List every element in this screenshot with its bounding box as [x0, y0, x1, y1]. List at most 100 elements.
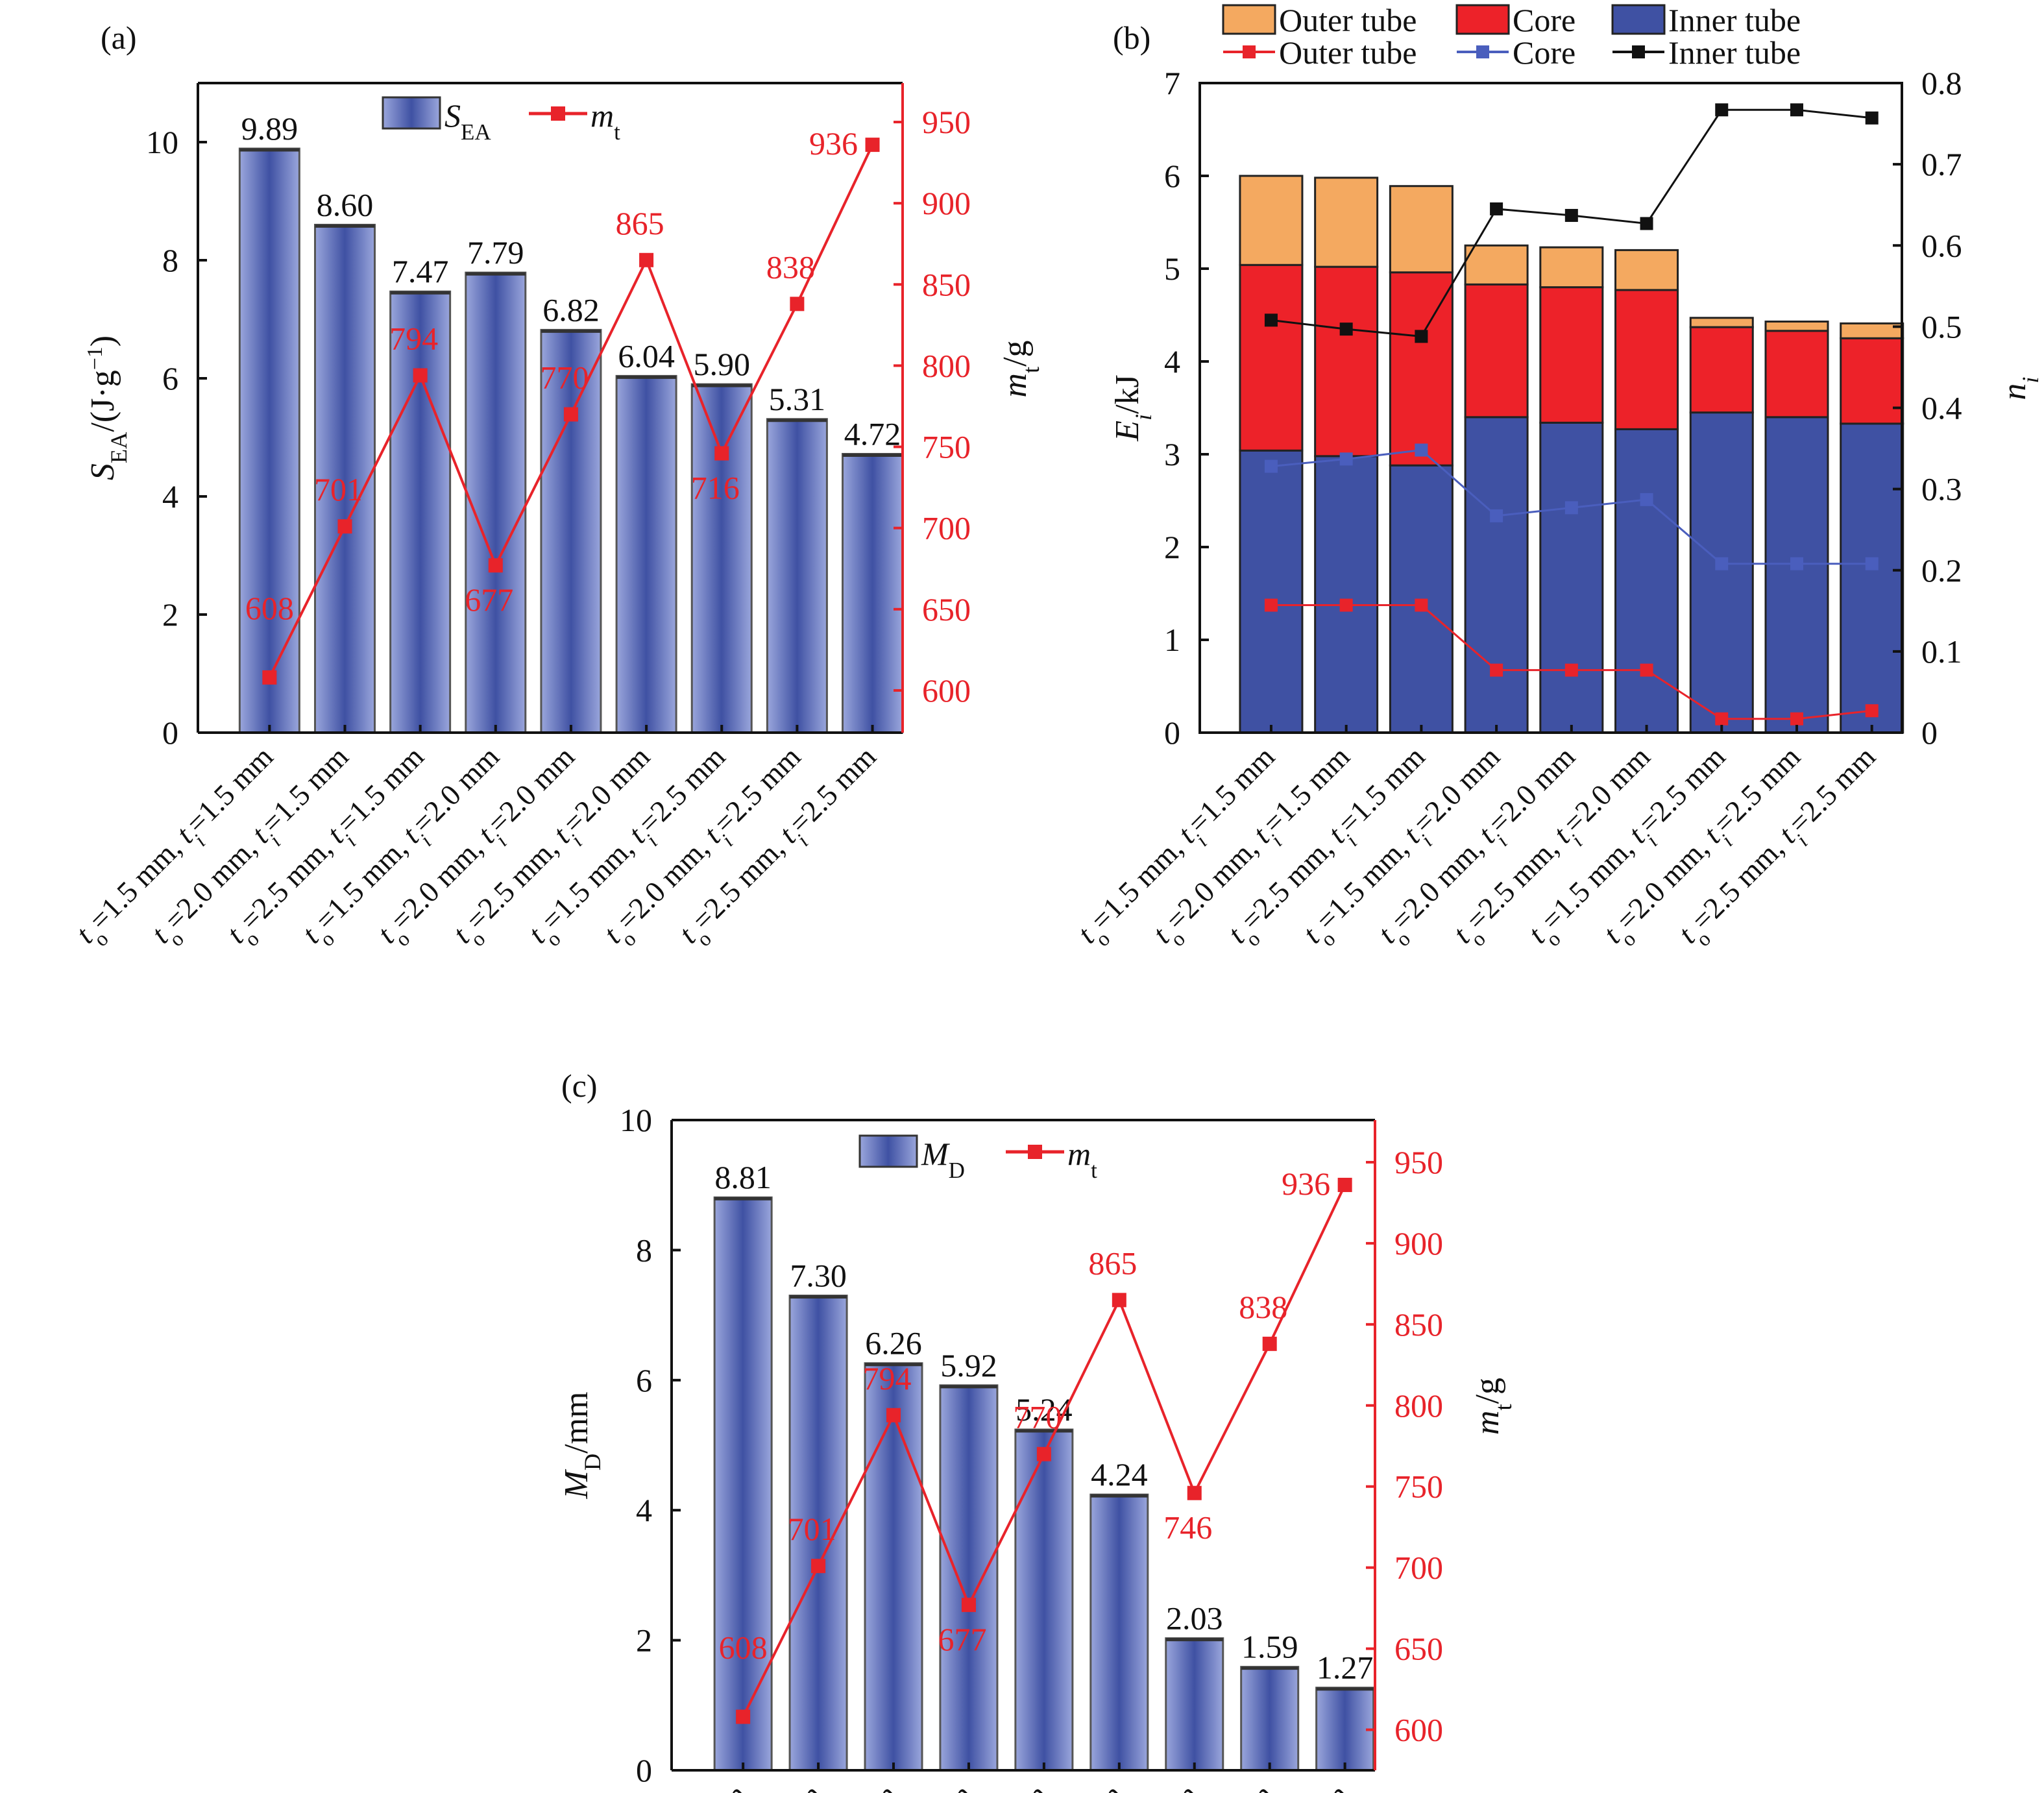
legend: MD mt [858, 1134, 1097, 1183]
legend-bar-sub: D [949, 1158, 965, 1183]
ratio-marker-outer-tube [1264, 598, 1278, 612]
stacked-bar-outer-tube [1689, 317, 1754, 328]
stacked-bar-inner-tube [1614, 428, 1679, 734]
legend-bar-label: SEA [444, 97, 491, 145]
y2-axis-label: mt/g [997, 340, 1044, 397]
panel-label: (b) [1113, 19, 1150, 56]
mass-marker [1187, 1485, 1202, 1500]
bar [690, 383, 753, 734]
ratio-marker-core [1790, 557, 1803, 570]
stacked-bar-inner-tube [1689, 411, 1754, 734]
chart-panel-2: (c) 8.81 7.30 6.26 5.92 5.24 4.24 2.03 1.59 1.27 6… [558, 1067, 1516, 1793]
legend-bar-label: Core [1513, 2, 1576, 38]
bar-value-label: 7.47 [392, 253, 449, 289]
bar-value-label: 4.72 [844, 415, 901, 452]
y2-tick-label: 0.7 [1921, 146, 1962, 182]
mass-value-label: 701 [314, 471, 363, 507]
mass-marker [961, 1598, 976, 1613]
y2-tick-label: 850 [1394, 1306, 1443, 1343]
ratio-marker-inner-tube [1715, 103, 1729, 117]
y2-tick-label: 900 [1394, 1225, 1443, 1262]
inner-thickness-value: =2.5 mm [1104, 1777, 1204, 1793]
y2-tick-label: 0.3 [1921, 471, 1962, 507]
y2-label-sub: i [2017, 376, 2043, 383]
ratio-marker-inner-tube [1790, 103, 1803, 117]
ratio-marker-outer-tube [1415, 598, 1428, 612]
ratio-marker-inner-tube [1490, 202, 1503, 215]
stacked-bar-core [1464, 283, 1529, 419]
inner-thickness-value: =1.5 mm [728, 1777, 828, 1793]
legend-bar-swatch [858, 1134, 918, 1168]
y2-label-sub: t [1490, 1404, 1516, 1410]
y-label-unit: /mm [558, 1392, 595, 1454]
mass-marker [337, 519, 352, 534]
bar [766, 418, 828, 734]
legend-bar-label: Inner tube [1668, 2, 1801, 38]
inner-thickness-value: =2.0 mm [1029, 1777, 1129, 1793]
y-tick-label: 5 [1164, 250, 1180, 287]
bar [238, 147, 300, 734]
mass-marker [1112, 1293, 1126, 1308]
ratio-marker-core [1865, 557, 1879, 570]
stacked-bar-core [1764, 330, 1829, 419]
ratio-marker-inner-tube [1640, 217, 1653, 230]
y2-tick-label: 600 [922, 672, 971, 709]
stacked-bar-inner-tube [1840, 422, 1904, 734]
y-label-sub: i [1130, 414, 1156, 421]
y-tick-label: 3 [1164, 436, 1180, 472]
stacked-bar-inner-tube [1464, 416, 1529, 734]
y-tick-label: 6 [1164, 158, 1180, 194]
y-label-sub: EA [106, 432, 132, 463]
bar-value-label: 6.82 [542, 291, 600, 328]
stacked-bar-core [1614, 289, 1679, 430]
y2-tick-label: 0.1 [1921, 633, 1962, 670]
y-tick-label: 1 [1164, 622, 1180, 658]
y-label-end: ) [84, 335, 121, 347]
mass-value-label: 865 [1088, 1245, 1137, 1281]
y-tick-label: 6 [162, 360, 178, 396]
stacked-bar-inner-tube [1764, 416, 1829, 734]
y2-label-symbol: m [1469, 1411, 1506, 1435]
y2-tick-label: 0.6 [1921, 227, 1962, 263]
y2-tick-label: 800 [922, 347, 971, 384]
mass-value-label: 936 [1282, 1165, 1330, 1202]
ratio-marker-core [1490, 509, 1503, 522]
ratio-marker-core [1564, 501, 1578, 515]
bar-value-label: 6.26 [865, 1325, 922, 1361]
mass-marker [488, 558, 503, 573]
y-tick-label: 0 [1164, 714, 1180, 751]
y-label-symbol: S [84, 463, 121, 480]
stacked-bar-core [1840, 337, 1904, 425]
y2-axis-label: ni [1996, 376, 2043, 400]
y2-label-unit: /g [1469, 1378, 1506, 1404]
stacked-bar-outer-tube [1239, 175, 1304, 266]
y-tick-label: 0 [162, 714, 178, 751]
legend-marker-core [1476, 45, 1489, 58]
mass-marker [1262, 1336, 1277, 1351]
bar [1089, 1493, 1149, 1772]
ratio-marker-core [1264, 459, 1278, 473]
mass-value-label: 608 [245, 590, 294, 626]
mass-value-label: 770 [1013, 1399, 1062, 1435]
mass-value-label: 865 [616, 205, 664, 241]
chart-panel-0: (a) 9.89 8.60 7.47 7.79 6.82 6.04 5.90 5.31 4.72 6… [69, 19, 1044, 951]
y-label-sub: D [579, 1454, 605, 1470]
ratio-marker-inner-tube [1415, 330, 1428, 343]
legend: Outer tube Core Inner tube Outer tube Core In… [1222, 2, 1801, 71]
ratio-marker-outer-tube [1564, 663, 1578, 677]
mass-value-label: 746 [1163, 1509, 1212, 1546]
legend-bar-swatch [382, 96, 441, 130]
y-axis-label: Ei/kJ [1109, 374, 1156, 442]
y-label-symbol: M [558, 1469, 595, 1499]
mass-value-label: 677 [465, 581, 513, 618]
bar-value-label: 7.30 [790, 1258, 847, 1294]
mass-value-label: 794 [863, 1360, 912, 1397]
stacked-bar-outer-tube [1314, 177, 1379, 268]
panel-label: (c) [561, 1067, 598, 1104]
inner-thickness-value: =2.0 mm [954, 1777, 1054, 1793]
bar [842, 452, 904, 734]
legend-line-label: Core [1513, 34, 1576, 71]
ratio-marker-outer-tube [1640, 663, 1653, 677]
y-tick-label: 7 [1164, 65, 1180, 101]
mass-value-label: 608 [719, 1629, 768, 1666]
